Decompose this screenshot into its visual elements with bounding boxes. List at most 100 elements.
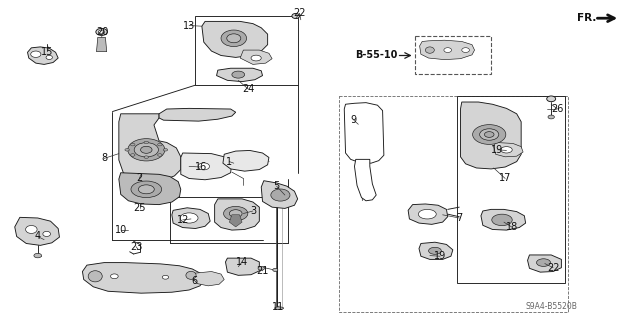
Text: 14: 14: [236, 257, 248, 267]
Text: 2: 2: [136, 173, 142, 183]
Polygon shape: [119, 114, 180, 182]
Ellipse shape: [271, 189, 290, 201]
Ellipse shape: [157, 154, 162, 156]
Text: 13: 13: [183, 20, 195, 30]
Text: 8: 8: [101, 153, 108, 164]
Polygon shape: [159, 108, 236, 121]
Ellipse shape: [479, 129, 499, 140]
Ellipse shape: [229, 210, 242, 217]
Ellipse shape: [131, 154, 135, 156]
Ellipse shape: [548, 115, 554, 119]
Ellipse shape: [111, 274, 118, 279]
Text: 22: 22: [293, 8, 306, 19]
Polygon shape: [419, 242, 453, 260]
Text: 15: 15: [41, 47, 54, 57]
Text: FR.: FR.: [577, 13, 596, 23]
Ellipse shape: [180, 213, 198, 223]
Ellipse shape: [258, 267, 264, 270]
Ellipse shape: [96, 28, 108, 36]
Text: 10: 10: [115, 225, 127, 235]
FancyBboxPatch shape: [195, 16, 298, 85]
FancyBboxPatch shape: [339, 96, 568, 312]
Ellipse shape: [462, 48, 469, 52]
Text: 22: 22: [547, 263, 559, 273]
Ellipse shape: [419, 209, 436, 219]
Ellipse shape: [46, 55, 52, 60]
Polygon shape: [355, 159, 376, 201]
Ellipse shape: [163, 148, 168, 151]
Text: 26: 26: [552, 104, 564, 114]
Text: 21: 21: [257, 266, 269, 276]
Ellipse shape: [144, 141, 148, 144]
Text: 12: 12: [177, 215, 189, 225]
Ellipse shape: [492, 214, 512, 226]
Polygon shape: [119, 173, 180, 204]
Text: 4: 4: [35, 231, 41, 242]
Ellipse shape: [186, 271, 196, 279]
Polygon shape: [216, 68, 262, 82]
Ellipse shape: [131, 143, 135, 146]
Text: 24: 24: [243, 84, 255, 94]
Polygon shape: [344, 103, 384, 163]
Ellipse shape: [34, 253, 42, 258]
Ellipse shape: [141, 146, 152, 153]
Ellipse shape: [131, 181, 162, 197]
Text: 9: 9: [351, 115, 357, 125]
Text: 18: 18: [506, 222, 518, 232]
FancyBboxPatch shape: [415, 36, 491, 74]
Text: 6: 6: [191, 276, 197, 286]
Text: B-55-10: B-55-10: [355, 51, 397, 60]
Ellipse shape: [292, 13, 300, 19]
Text: 5: 5: [273, 181, 280, 191]
Polygon shape: [527, 255, 561, 272]
Ellipse shape: [426, 47, 435, 53]
Polygon shape: [261, 181, 298, 208]
Ellipse shape: [163, 275, 169, 279]
FancyBboxPatch shape: [458, 96, 564, 283]
Polygon shape: [229, 215, 242, 227]
Text: 19: 19: [434, 251, 446, 261]
Polygon shape: [97, 37, 107, 52]
Text: 25: 25: [134, 203, 146, 213]
Polygon shape: [493, 142, 523, 157]
Polygon shape: [15, 217, 60, 245]
Text: 11: 11: [273, 301, 285, 312]
Polygon shape: [180, 153, 232, 180]
Ellipse shape: [31, 51, 41, 57]
Polygon shape: [420, 40, 474, 60]
Ellipse shape: [536, 259, 550, 267]
Polygon shape: [214, 199, 259, 230]
Ellipse shape: [444, 48, 452, 52]
Text: 7: 7: [456, 213, 462, 223]
Text: 23: 23: [130, 242, 142, 252]
Polygon shape: [172, 208, 210, 228]
Ellipse shape: [43, 231, 51, 236]
Polygon shape: [225, 258, 259, 275]
Text: 16: 16: [195, 162, 207, 172]
Ellipse shape: [223, 206, 248, 221]
Polygon shape: [83, 263, 204, 293]
Polygon shape: [223, 150, 269, 171]
Polygon shape: [481, 209, 525, 230]
Ellipse shape: [128, 139, 165, 161]
Ellipse shape: [227, 34, 241, 43]
Ellipse shape: [88, 271, 102, 282]
Polygon shape: [240, 50, 272, 64]
Ellipse shape: [273, 268, 278, 271]
Ellipse shape: [125, 148, 129, 151]
Ellipse shape: [251, 55, 261, 61]
Ellipse shape: [275, 307, 284, 309]
Text: 20: 20: [97, 27, 109, 37]
Ellipse shape: [99, 30, 105, 34]
Ellipse shape: [221, 30, 246, 47]
Ellipse shape: [26, 226, 37, 233]
Polygon shape: [202, 21, 268, 57]
Polygon shape: [28, 47, 58, 64]
Ellipse shape: [138, 185, 154, 194]
Polygon shape: [192, 271, 224, 286]
Text: S9A4-B5520B: S9A4-B5520B: [525, 302, 577, 311]
Ellipse shape: [144, 156, 148, 158]
Ellipse shape: [472, 124, 506, 144]
Ellipse shape: [198, 163, 209, 170]
Ellipse shape: [232, 71, 244, 78]
